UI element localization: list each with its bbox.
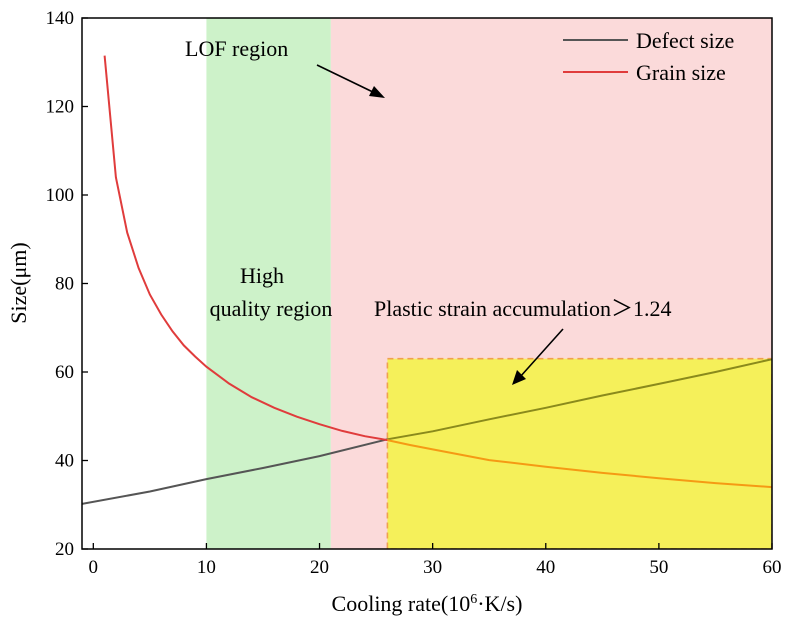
y-tick-label: 120 [46,97,75,118]
legend: Defect size Grain size [563,28,734,85]
x-tick-label: 40 [536,557,555,578]
y-tick-label: 60 [55,362,74,383]
lof-arrow-head [369,86,385,98]
y-axis-title: Size(μm) [6,242,31,323]
y-tick-label: 20 [55,539,74,560]
x-tick-label: 60 [763,557,782,578]
y-tick-label: 80 [55,274,74,295]
x-tick-label: 30 [423,557,442,578]
x-tick-label: 10 [197,557,216,578]
plastic-arrow-line [519,328,564,378]
region-plastic-strain [386,357,772,549]
x-axis-title: Cooling rate(106·K/s) [332,591,523,616]
series-line-grain-size-in-plastic-region [387,439,772,489]
legend-label-defect: Defect size [636,28,734,53]
x-tick-label: 0 [89,557,99,578]
y-tick-label: 40 [55,451,74,472]
y-tick-label: 100 [46,185,75,206]
annotation-lof-region: LOF region [185,36,288,61]
series-line-defect-size-in-plastic-region [387,358,772,441]
region-high-quality [206,18,331,549]
plastic-arrow-head [512,370,526,385]
x-tick-label: 50 [649,557,668,578]
y-tick-label: 140 [46,8,75,29]
annotation-high-quality-line1: High [240,263,284,288]
lof-arrow-line [316,64,378,95]
legend-label-grain: Grain size [636,60,726,85]
x-tick-label: 20 [310,557,329,578]
annotation-high-quality-line2: quality region [210,296,333,321]
annotation-plastic-strain: Plastic strain accumulation＞1.24 [374,296,672,321]
